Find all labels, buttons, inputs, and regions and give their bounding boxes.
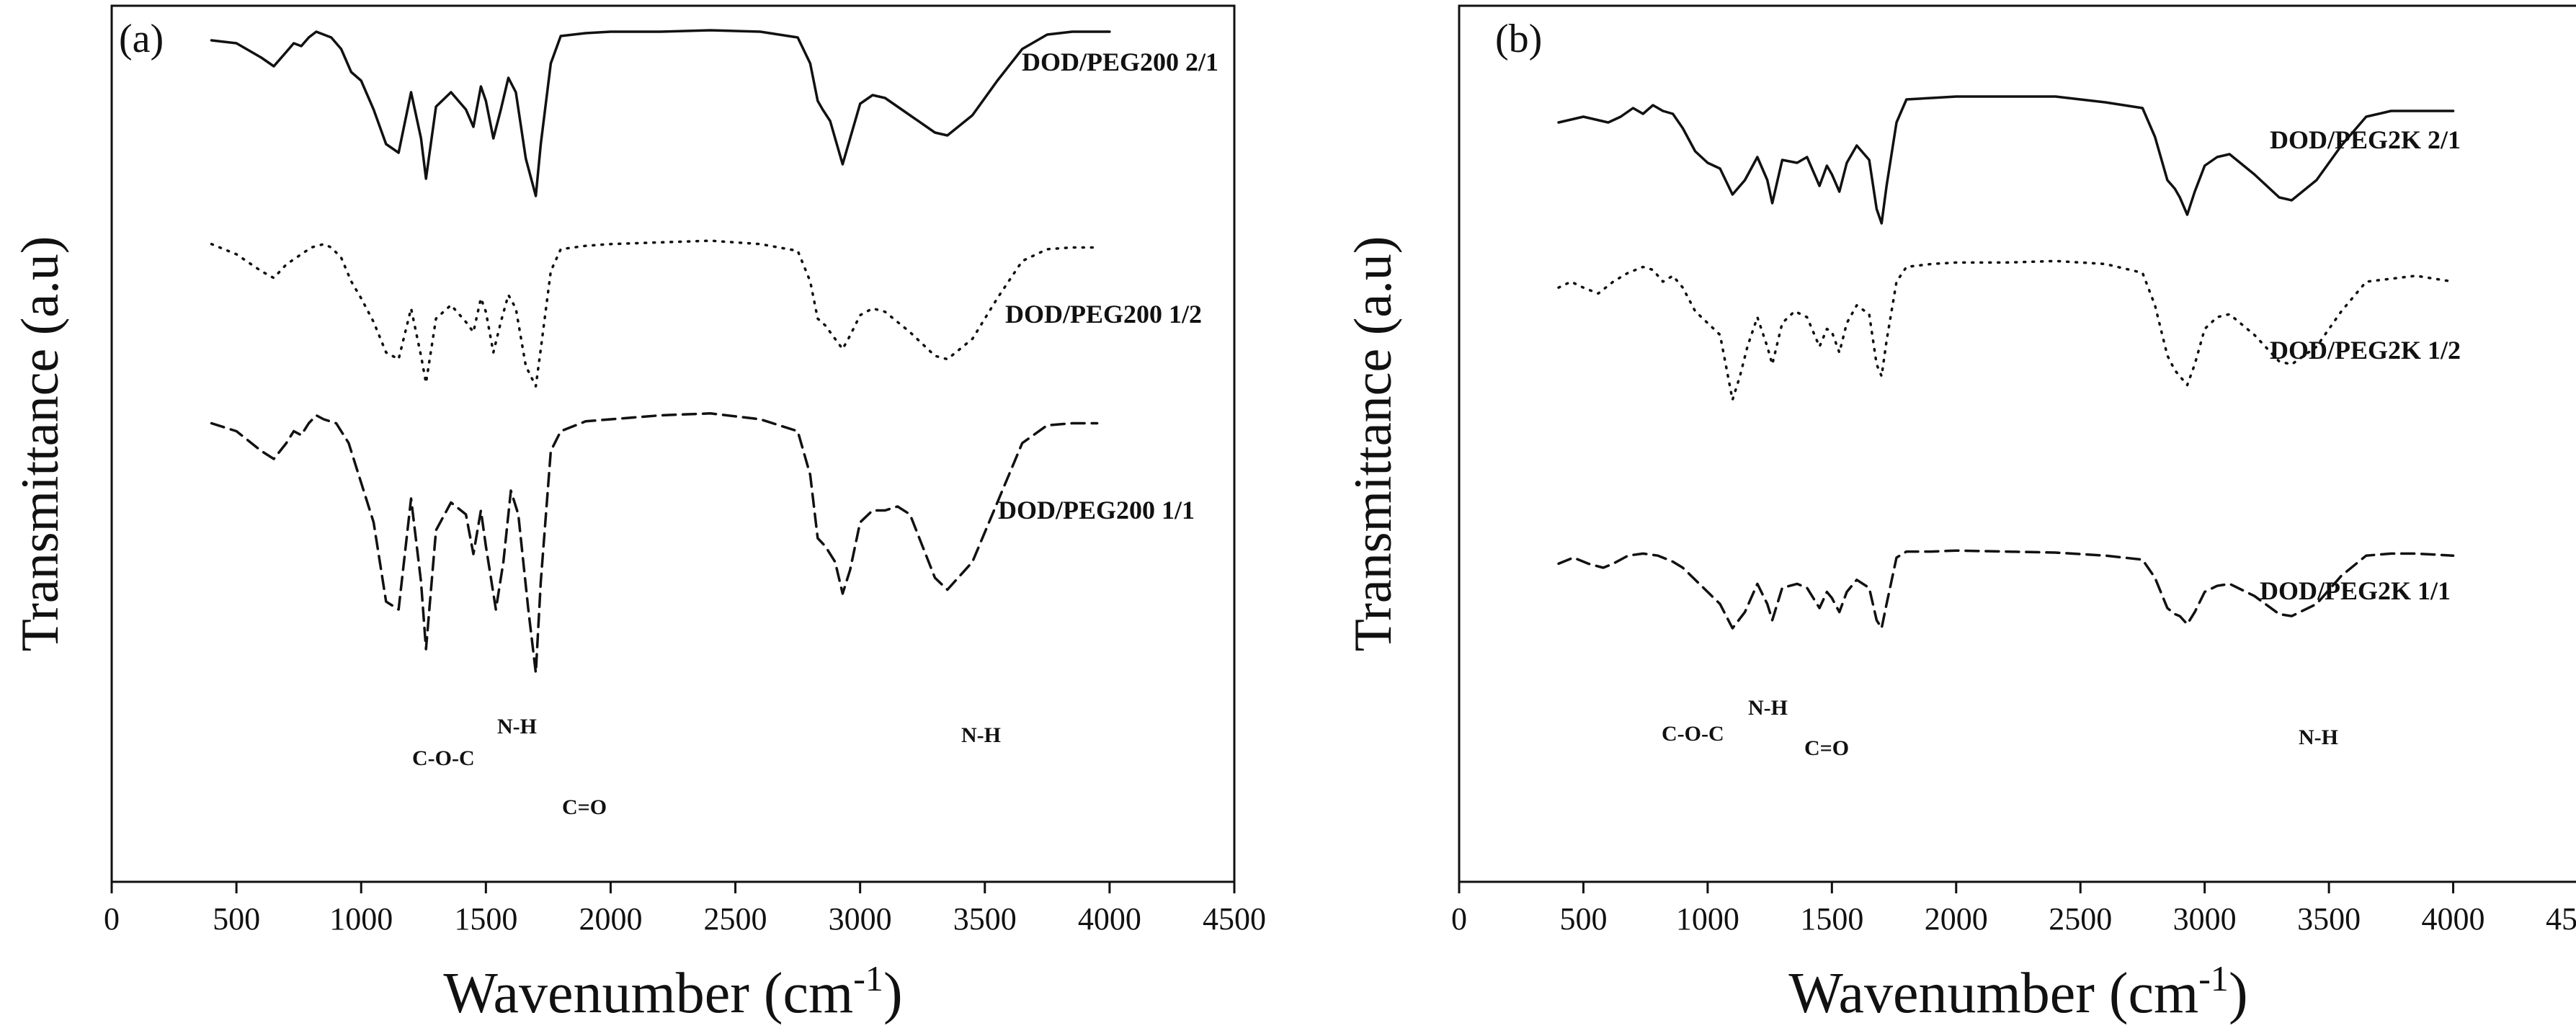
peak-annotation: N-H (1748, 696, 1788, 720)
x-tick-label: 2000 (579, 901, 642, 937)
series-label: DOD/PEG2K 1/1 (2260, 576, 2451, 605)
series-line-solid (1557, 95, 2455, 225)
panel-a: (a) 0 500 1000 1500 2000 2500 3000 3500 4000 4500 T… (0, 0, 1286, 1036)
x-tick-label: 0 (104, 901, 120, 937)
panel-label: (b) (1495, 17, 1542, 61)
x-tick-label: 3000 (2173, 901, 2237, 937)
x-axis-title-close: ) (2229, 962, 2248, 1025)
x-tick-label: 2500 (2049, 901, 2112, 937)
x-tick-label: 4500 (2546, 901, 2576, 937)
x-tick-label: 3500 (2297, 901, 2361, 937)
series-label: DOD/PEG200 2/1 (1022, 48, 1218, 76)
x-tick-label: 3000 (829, 901, 892, 937)
series-label: DOD/PEG200 1/1 (998, 496, 1195, 524)
x-axis-title: Wavenumber (cm-1) (443, 958, 902, 1025)
peak-annotation: N-H (961, 723, 1001, 747)
x-axis-title-close: ) (883, 962, 903, 1025)
panel-b: (b) 0 500 1000 1500 2000 2500 3000 3500 4000 4500 T… (1290, 0, 2576, 1036)
plot-frame (110, 4, 1236, 883)
series-line-dashed (210, 412, 1099, 674)
x-tick-label: 2500 (704, 901, 767, 937)
y-axis-title: Transmittance (a.u) (1344, 236, 1403, 652)
x-tick-label: 500 (213, 901, 260, 937)
series-line-dashed (1557, 549, 2455, 630)
ftir-chart-b: (b) 0 500 1000 1500 2000 2500 3000 3500 4000 4500 T… (1344, 4, 2576, 1025)
x-tick-label: 0 (1451, 901, 1467, 937)
peak-annotation: N-H (497, 715, 537, 738)
peak-annotation: C=O (562, 795, 607, 819)
series-line-dotted (210, 239, 1099, 388)
x-axis-title-main: Wavenumber (cm (1788, 962, 2198, 1025)
peak-annotation: C=O (1804, 736, 1849, 760)
peak-annotation: C-O-C (412, 746, 475, 770)
x-tick-label: 1000 (1676, 901, 1739, 937)
x-tick-label: 4000 (2422, 901, 2485, 937)
x-axis-title-main: Wavenumber (cm (443, 962, 853, 1025)
panel-label: (a) (119, 17, 164, 61)
series-line-solid (210, 29, 1111, 197)
peak-annotation: N-H (2299, 725, 2338, 749)
x-tick-label: 2000 (1925, 901, 1988, 937)
x-tick-label: 1000 (329, 901, 393, 937)
x-tick-label: 1500 (1800, 901, 1863, 937)
x-axis-title-superscript: -1 (2198, 958, 2229, 999)
series-label: DOD/PEG2K 2/1 (2270, 125, 2461, 154)
series-line-dotted (1557, 259, 2455, 401)
x-axis-title-superscript: -1 (853, 958, 883, 999)
x-tick-label: 4000 (1078, 901, 1141, 937)
x-tick-label: 1500 (454, 901, 517, 937)
x-tick-label: 500 (1559, 901, 1607, 937)
series-label: DOD/PEG2K 1/2 (2270, 336, 2461, 365)
peak-annotation: C-O-C (1662, 722, 1724, 746)
y-axis-title: Transmittance (a.u) (11, 236, 70, 652)
plot-frame (1458, 4, 2576, 883)
x-tick-label: 3500 (953, 901, 1017, 937)
ftir-chart-a: (a) 0 500 1000 1500 2000 2500 3000 3500 4000 4500 T… (11, 4, 1266, 1025)
x-tick-label: 4500 (1203, 901, 1266, 937)
x-axis-title: Wavenumber (cm-1) (1788, 958, 2247, 1025)
series-label: DOD/PEG200 1/2 (1005, 300, 1202, 329)
